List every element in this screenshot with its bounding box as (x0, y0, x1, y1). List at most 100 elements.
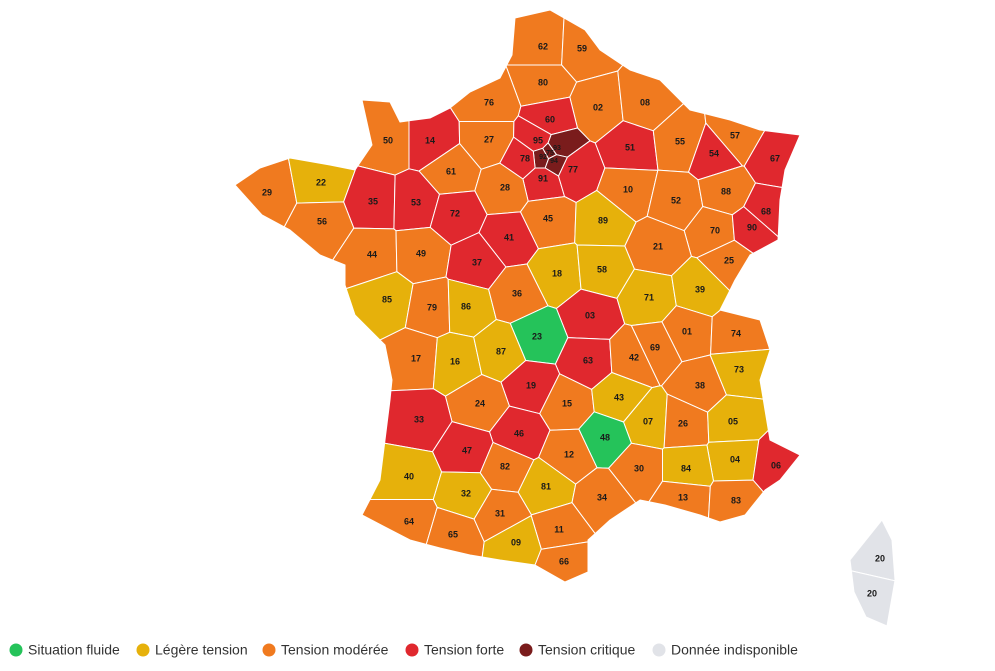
department-code: 94 (550, 158, 558, 165)
legend-swatch (405, 643, 419, 657)
department-code: 28 (500, 182, 510, 192)
legend-label: Donnée indisponible (671, 642, 798, 658)
department-code: 58 (597, 264, 607, 274)
department-code: 44 (367, 249, 377, 259)
department-code: 80 (538, 77, 548, 87)
department-code: 50 (383, 135, 393, 145)
department-code: 46 (514, 428, 524, 438)
department-code: 81 (541, 481, 551, 491)
department-code: 72 (450, 208, 460, 218)
legend-label: Tension forte (424, 642, 504, 658)
department-code: 78 (520, 153, 530, 163)
department-code: 20 (875, 553, 885, 563)
department-code: 11 (554, 524, 564, 534)
department-code: 08 (640, 97, 650, 107)
department-code: 06 (771, 460, 781, 470)
department-code: 24 (475, 398, 485, 408)
department-code: 40 (404, 471, 414, 481)
department-code: 89 (598, 215, 608, 225)
department-code: 05 (728, 416, 738, 426)
department-code: 59 (577, 43, 587, 53)
department-code: 43 (614, 392, 624, 402)
department-code: 93 (553, 145, 561, 152)
department-code: 90 (747, 222, 757, 232)
department-code: 65 (448, 529, 458, 539)
department-code: 92 (539, 154, 547, 161)
department-code: 03 (585, 310, 595, 320)
department-code: 30 (634, 463, 644, 473)
department-code: 71 (644, 292, 654, 302)
department-code: 17 (411, 353, 421, 363)
legend-label: Légère tension (155, 642, 248, 658)
department-code: 95 (533, 135, 543, 145)
department (361, 499, 438, 545)
department-code: 15 (562, 398, 572, 408)
legend-swatch (136, 643, 150, 657)
department (571, 467, 637, 535)
department-code: 22 (316, 177, 326, 187)
department-code: 10 (623, 184, 633, 194)
department-code: 51 (625, 142, 635, 152)
department-code: 91 (538, 173, 548, 183)
department-code: 63 (583, 355, 593, 365)
department-code: 26 (678, 418, 688, 428)
legend-swatch (9, 643, 23, 657)
department-code: 36 (512, 288, 522, 298)
departments (234, 9, 896, 627)
department-code: 20 (867, 588, 877, 598)
department-code: 21 (653, 241, 663, 251)
department-code: 33 (414, 414, 424, 424)
department-code: 56 (317, 216, 327, 226)
department-code: 73 (734, 364, 744, 374)
department-code: 54 (709, 148, 719, 158)
department-code: 27 (484, 134, 494, 144)
legend-swatch (262, 643, 276, 657)
department-code: 85 (382, 294, 392, 304)
department-code: 76 (484, 97, 494, 107)
department-code: 84 (681, 463, 691, 473)
legend-label: Tension modérée (281, 642, 389, 658)
department-code: 77 (568, 164, 578, 174)
department (283, 201, 355, 261)
legend-label: Situation fluide (28, 642, 120, 658)
department (506, 9, 565, 66)
department-code: 25 (724, 255, 734, 265)
department (379, 327, 438, 392)
department-code: 67 (770, 153, 780, 163)
department-code: 12 (564, 449, 574, 459)
department-code: 39 (695, 284, 705, 294)
legend-label: Tension critique (538, 642, 635, 658)
legend: Situation fluide Légère tension Tension mo… (9, 642, 798, 658)
department-code: 55 (675, 136, 685, 146)
department-code: 52 (671, 195, 681, 205)
department-code: 47 (462, 445, 472, 455)
department-code: 70 (710, 225, 720, 235)
department-code: 04 (730, 454, 740, 464)
department-code: 18 (552, 268, 562, 278)
department-code: 19 (526, 380, 536, 390)
department-code: 45 (543, 213, 553, 223)
department-code: 75 (546, 150, 554, 157)
department-code: 31 (495, 508, 505, 518)
department-code: 23 (532, 331, 542, 341)
department-code: 14 (425, 135, 435, 145)
department-code: 62 (538, 41, 548, 51)
department-code: 69 (650, 342, 660, 352)
department-code: 38 (695, 380, 705, 390)
department-code: 13 (678, 492, 688, 502)
department-code: 88 (721, 186, 731, 196)
department-code: 09 (511, 537, 521, 547)
department-code: 35 (368, 196, 378, 206)
department (752, 429, 801, 493)
department-code: 42 (629, 352, 639, 362)
department-code: 74 (731, 328, 741, 338)
department (534, 541, 589, 583)
department-code: 66 (559, 556, 569, 566)
department-code: 64 (404, 516, 414, 526)
legend-swatch (652, 643, 666, 657)
department-code: 53 (411, 197, 421, 207)
department-code: 61 (446, 166, 456, 176)
department-code: 86 (461, 301, 471, 311)
